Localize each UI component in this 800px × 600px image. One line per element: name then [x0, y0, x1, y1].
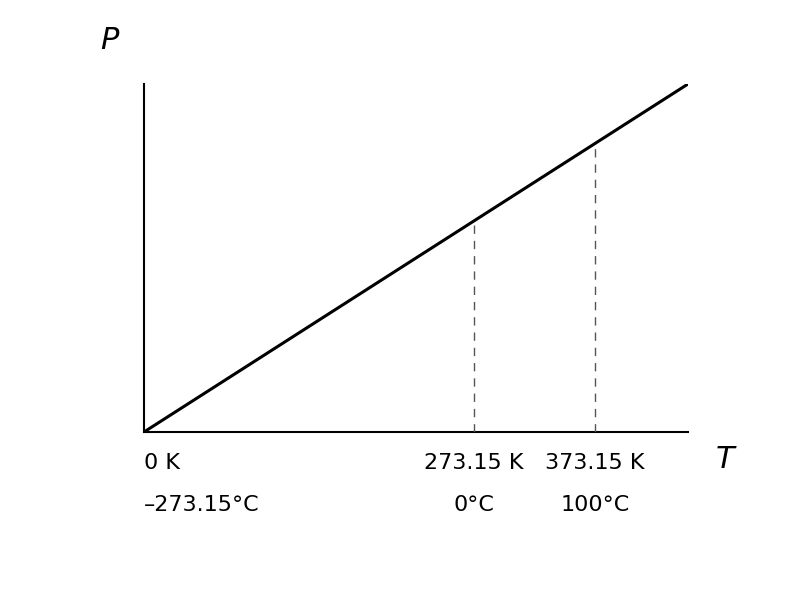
Text: 273.15 K: 273.15 K [425, 453, 524, 473]
Text: 0 K: 0 K [144, 453, 180, 473]
Text: $T$: $T$ [715, 445, 738, 475]
Text: 0°C: 0°C [454, 494, 494, 515]
Text: –273.15°C: –273.15°C [144, 494, 260, 515]
Text: 373.15 K: 373.15 K [546, 453, 645, 473]
Text: $P$: $P$ [101, 25, 121, 56]
Text: 100°C: 100°C [561, 494, 630, 515]
